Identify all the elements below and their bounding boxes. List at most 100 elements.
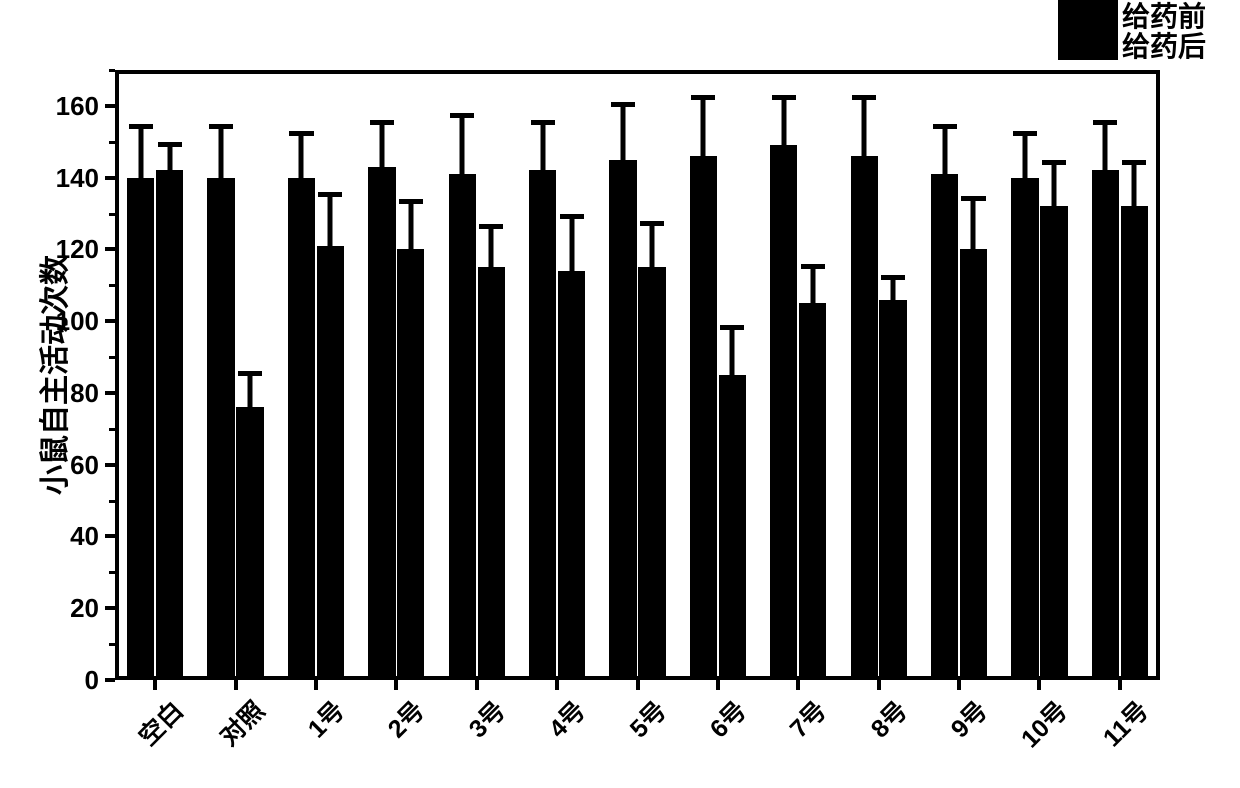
x-tick — [394, 680, 398, 690]
y-tick-label: 20 — [0, 593, 99, 624]
bar-after — [397, 249, 424, 680]
x-tick — [796, 680, 800, 690]
error-bar — [772, 95, 796, 145]
legend-label: 给药后 — [1122, 25, 1206, 65]
x-tick — [314, 680, 318, 690]
bar-before — [529, 170, 556, 680]
error-cap — [1013, 131, 1037, 136]
y-minor-tick — [109, 356, 115, 359]
y-tick — [105, 176, 115, 180]
bar-after — [558, 271, 585, 680]
bar-before — [690, 156, 717, 680]
error-bar — [1122, 160, 1146, 207]
bar-before — [1011, 178, 1038, 680]
x-tick-label: 8号 — [818, 692, 914, 788]
error-bar — [158, 142, 182, 171]
x-tick-label: 1号 — [255, 692, 351, 788]
y-minor-tick — [109, 643, 115, 646]
error-stem — [649, 221, 654, 268]
error-cap — [720, 325, 744, 330]
bar-before — [288, 178, 315, 680]
error-bar — [801, 264, 825, 303]
error-cap — [158, 142, 182, 147]
error-stem — [569, 214, 574, 271]
error-bar — [640, 221, 664, 268]
x-tick-label: 空白 — [94, 692, 190, 788]
error-bar — [1093, 120, 1117, 170]
y-tick — [105, 247, 115, 251]
chart-root: 给药前给药后 小鼠自主活动次数 020406080100120140160空白对… — [0, 0, 1240, 748]
bar-before — [207, 178, 234, 680]
bar-before — [368, 167, 395, 680]
x-tick-label: 11号 — [1059, 692, 1155, 788]
bar-after — [1121, 206, 1148, 680]
error-cap — [531, 120, 555, 125]
error-cap — [961, 196, 985, 201]
error-bar — [720, 325, 744, 375]
error-stem — [1022, 131, 1027, 178]
x-tick-label: 2号 — [336, 692, 432, 788]
error-stem — [138, 124, 143, 178]
error-cap — [479, 224, 503, 229]
error-cap — [691, 95, 715, 100]
bar-before — [931, 174, 958, 680]
error-bar — [479, 224, 503, 267]
bar-before — [449, 174, 476, 680]
error-bar — [238, 371, 262, 407]
error-stem — [379, 120, 384, 167]
y-tick — [105, 391, 115, 395]
error-cap — [318, 192, 342, 197]
y-minor-tick — [109, 571, 115, 574]
error-bar — [289, 131, 313, 178]
error-cap — [238, 371, 262, 376]
y-tick-label: 0 — [0, 665, 99, 696]
bar-after — [317, 246, 344, 680]
x-tick — [877, 680, 881, 690]
error-bar — [881, 275, 905, 300]
error-bar — [933, 124, 957, 174]
bar-after — [960, 249, 987, 680]
error-bar — [318, 192, 342, 246]
y-tick — [105, 678, 115, 682]
error-cap — [640, 221, 664, 226]
error-stem — [730, 325, 735, 375]
x-tick — [957, 680, 961, 690]
y-minor-tick — [109, 428, 115, 431]
bar-after — [1040, 206, 1067, 680]
y-tick-label: 60 — [0, 450, 99, 481]
x-tick — [636, 680, 640, 690]
error-stem — [489, 224, 494, 267]
y-tick-label: 120 — [0, 234, 99, 265]
error-stem — [781, 95, 786, 145]
error-bar — [370, 120, 394, 167]
x-tick-label: 5号 — [577, 692, 673, 788]
error-stem — [942, 124, 947, 174]
bar-after — [156, 170, 183, 680]
bar-before — [127, 178, 154, 680]
error-stem — [540, 120, 545, 170]
y-tick — [105, 319, 115, 323]
error-cap — [801, 264, 825, 269]
error-bar — [1013, 131, 1037, 178]
x-tick — [475, 680, 479, 690]
y-minor-tick — [109, 500, 115, 503]
x-tick — [153, 680, 157, 690]
error-bar — [852, 95, 876, 156]
error-cap — [1093, 120, 1117, 125]
error-bar — [129, 124, 153, 178]
error-stem — [460, 113, 465, 174]
error-stem — [810, 264, 815, 303]
y-minor-tick — [109, 284, 115, 287]
y-tick-label: 80 — [0, 378, 99, 409]
x-tick-label: 7号 — [738, 692, 834, 788]
error-stem — [1103, 120, 1108, 170]
error-cap — [933, 124, 957, 129]
error-cap — [289, 131, 313, 136]
error-stem — [219, 124, 224, 178]
error-cap — [1042, 160, 1066, 165]
error-stem — [621, 102, 626, 159]
error-cap — [450, 113, 474, 118]
legend: 给药前给药后 — [1058, 0, 1206, 60]
bar-before — [770, 145, 797, 680]
bar-before — [851, 156, 878, 680]
